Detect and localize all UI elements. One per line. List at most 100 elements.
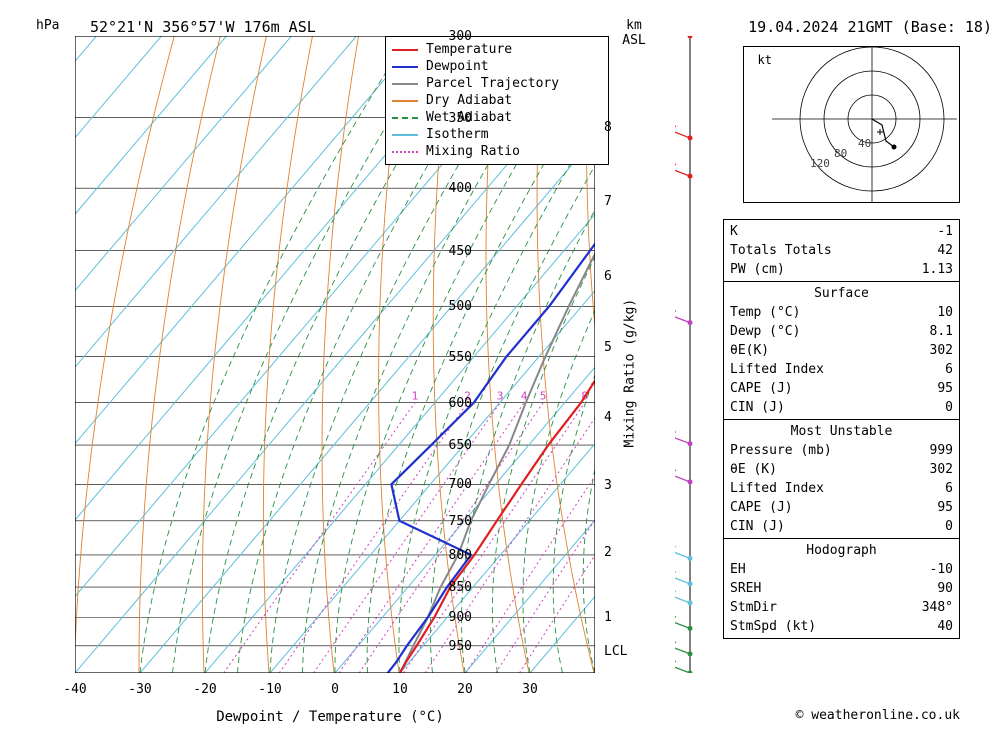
temperature-tick: 10: [380, 682, 420, 697]
pressure-tick: 900: [432, 610, 472, 625]
data-key: θE(K): [730, 343, 769, 358]
data-value: 40: [937, 619, 953, 634]
legend-label: Parcel Trajectory: [426, 76, 559, 91]
altitude-tick: 7: [604, 194, 612, 209]
legend-swatch: [392, 134, 418, 136]
data-key: StmDir: [730, 600, 777, 615]
legend-label: Temperature: [426, 42, 512, 57]
altitude-tick: 3: [604, 478, 612, 493]
lcl-label: LCL: [604, 644, 627, 659]
data-key: Dewp (°C): [730, 324, 800, 339]
legend-item: Dry Adiabat: [392, 92, 602, 109]
svg-text:80: 80: [834, 147, 847, 160]
data-row: Lifted Index 6: [730, 479, 953, 498]
legend-item: Wet Adiabat: [392, 109, 602, 126]
pressure-tick: 550: [432, 350, 472, 365]
pressure-tick: 800: [432, 548, 472, 563]
pressure-tick: 750: [432, 514, 472, 529]
altitude-tick: 2: [604, 545, 612, 560]
data-row: CAPE (J)95: [730, 379, 953, 398]
altitude-tick: 8: [604, 120, 612, 135]
pressure-tick: 650: [432, 438, 472, 453]
hodograph-svg: 40 80 120: [744, 47, 959, 202]
data-key: Lifted Index: [730, 481, 824, 496]
data-section: K-1Totals Totals42PW (cm)1.13: [724, 220, 959, 282]
data-section: SurfaceTemp (°C)10Dewp (°C)8.1θE(K)302Li…: [724, 282, 959, 420]
data-section-title: Most Unstable: [730, 422, 953, 441]
legend-label: Dewpoint: [426, 59, 489, 74]
data-value: -10: [930, 562, 953, 577]
altitude-tick: 4: [604, 410, 612, 425]
legend-swatch: [392, 117, 418, 119]
data-section: HodographEH-10SREH90StmDir348°StmSpd (kt…: [724, 539, 959, 638]
data-key: EH: [730, 562, 746, 577]
data-row: EH -10: [730, 560, 953, 579]
datetime-title: 19.04.2024 21GMT (Base: 18): [748, 18, 992, 36]
data-value: 302: [930, 343, 953, 358]
legend-item: Isotherm: [392, 126, 602, 143]
data-value: 95: [937, 500, 953, 515]
altitude-tick: 1: [604, 610, 612, 625]
data-value: 0: [945, 519, 953, 534]
legend-swatch: [392, 100, 418, 102]
data-row: θE (K) 302: [730, 460, 953, 479]
svg-text:3: 3: [497, 390, 504, 403]
data-key: CIN (J): [730, 519, 785, 534]
temperature-tick: 30: [510, 682, 550, 697]
data-row: Pressure (mb)999: [730, 441, 953, 460]
legend-item: Dewpoint: [392, 58, 602, 75]
data-row: Dewp (°C) 8.1: [730, 322, 953, 341]
temperature-tick: 20: [445, 682, 485, 697]
data-key: θE (K): [730, 462, 777, 477]
data-value: 6: [945, 362, 953, 377]
data-value: 1.13: [922, 262, 953, 277]
temperature-tick: -40: [55, 682, 95, 697]
data-value: 348°: [922, 600, 953, 615]
data-key: Totals Totals: [730, 243, 832, 258]
pressure-tick: 950: [432, 639, 472, 654]
data-row: CIN (J)0: [730, 398, 953, 417]
location-title: 52°21'N 356°57'W 176m ASL: [90, 18, 316, 36]
temperature-tick: -20: [185, 682, 225, 697]
copyright: © weatheronline.co.uk: [796, 708, 960, 723]
data-row: Temp (°C)10: [730, 303, 953, 322]
legend-swatch: [392, 49, 418, 51]
data-value: 95: [937, 381, 953, 396]
pressure-tick: 350: [432, 111, 472, 126]
data-key: StmSpd (kt): [730, 619, 816, 634]
legend-item: Temperature: [392, 41, 602, 58]
data-row: StmSpd (kt) 40: [730, 617, 953, 636]
data-value: 6: [945, 481, 953, 496]
data-row: K-1: [730, 222, 953, 241]
data-row: θE(K) 302: [730, 341, 953, 360]
legend-item: Parcel Trajectory: [392, 75, 602, 92]
altitude-tick: 5: [604, 340, 612, 355]
data-key: K: [730, 224, 738, 239]
svg-text:40: 40: [858, 137, 871, 150]
data-value: 90: [937, 581, 953, 596]
data-value: 302: [930, 462, 953, 477]
temperature-tick: -30: [120, 682, 160, 697]
wind-barb-svg: [675, 36, 705, 673]
legend-label: Mixing Ratio: [426, 144, 520, 159]
pressure-tick: 300: [432, 29, 472, 44]
data-value: 42: [937, 243, 953, 258]
legend-label: Isotherm: [426, 127, 489, 142]
data-row: Totals Totals 42: [730, 241, 953, 260]
pressure-tick: 500: [432, 299, 472, 314]
pressure-tick: 700: [432, 477, 472, 492]
legend-swatch: [392, 66, 418, 68]
data-value: 8.1: [930, 324, 953, 339]
temperature-tick: 0: [315, 682, 355, 697]
data-row: CIN (J) 0: [730, 517, 953, 536]
data-row: CAPE (J)95: [730, 498, 953, 517]
y-axis-right-title: km ASL: [614, 18, 654, 48]
legend-label: Dry Adiabat: [426, 93, 512, 108]
data-key: SREH: [730, 581, 761, 596]
svg-text:120: 120: [810, 157, 830, 170]
legend-item: Mixing Ratio: [392, 143, 602, 160]
pressure-tick: 600: [432, 396, 472, 411]
hodograph: 40 80 120: [743, 46, 960, 203]
data-panel: K-1Totals Totals42PW (cm)1.13SurfaceTemp…: [723, 219, 960, 639]
mixing-ratio-axis-title: Mixing Ratio (g/kg): [623, 299, 638, 448]
